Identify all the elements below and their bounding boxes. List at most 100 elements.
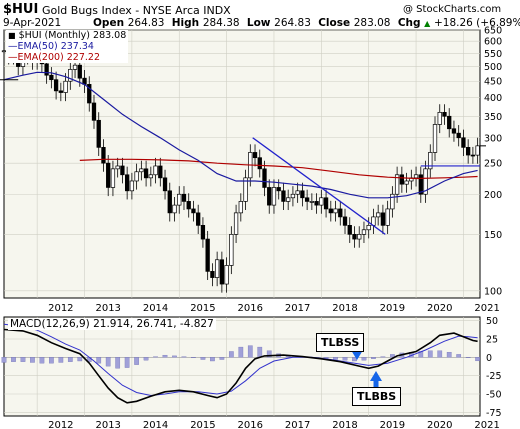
low-label: Low [246,17,271,29]
macd-xtick-label: 2015 [190,420,215,429]
candle-body [186,201,191,210]
macd-histogram-bar [115,357,121,369]
copyright: @ StockCharts.com [403,4,502,15]
candle-body [404,180,409,185]
price-xtick-label: 2013 [95,303,120,314]
macd-histogram-bar [124,357,130,368]
macd-histogram-bar [390,354,395,358]
candle-body [229,233,234,266]
macd-ytick-label: 25 [486,335,498,346]
candle-body [286,197,291,202]
price-xtick-label: 2017 [285,303,310,314]
candle-body [1,50,7,53]
candle-body [72,64,78,70]
legend-price-swatch: ■ [8,31,16,40]
price-xtick-label: 2012 [48,303,73,314]
macd-histogram-bar [465,357,471,358]
candle-body [390,193,395,210]
macd-histogram-bar [181,356,187,358]
candle-body [153,165,158,176]
macd-signal-line [3,323,478,397]
callout-tlbss: TLBSS [316,333,365,352]
open-value: 264.83 [127,17,165,29]
close-value: 283.08 [353,17,391,29]
macd-xtick-label: 2018 [332,420,357,429]
candle-body [139,168,144,173]
price-ytick-label: 250 [484,159,502,170]
macd-xtick-label: 2021 [474,420,499,429]
price-xtick-label: 2020 [427,303,452,314]
legend-ema50: —EMA(50) 237.34 [6,41,129,52]
candle-body [177,193,182,206]
candle-body [148,174,153,179]
close-label: Close [318,17,351,29]
macd-histogram-bar [333,357,338,360]
legend-ema200: —EMA(200) 227.22 [6,52,129,63]
price-xtick-label: 2015 [190,303,215,314]
price-ytick-label: 400 [484,93,502,104]
candle-body [252,152,258,159]
candle-body [376,212,381,218]
candle-body [338,208,343,218]
macd-histogram-bar [371,357,376,359]
macd-histogram-bar [49,357,54,364]
candle-body [475,145,480,156]
macd-ytick-label: -75 [486,408,502,419]
candle-body [162,177,168,192]
candle-body [470,154,476,157]
quote-date: 9-Apr-2021 [3,17,62,29]
candle-body [366,225,371,231]
macd-histogram-bar [266,350,272,358]
macd-histogram-bar [437,350,443,358]
ema50-line [3,71,478,199]
price-xtick-label: 2021 [474,303,499,314]
candle-body [304,197,310,202]
macd-histogram-bar [247,345,253,358]
macd-histogram-bar [238,346,244,358]
macd-histogram-bar [162,354,168,358]
candle-body [219,259,225,285]
macd-histogram-bar [427,350,433,358]
candle-body [172,204,177,214]
candle-body [68,69,73,82]
price-ytick-label: 350 [484,112,502,123]
candle-body [333,208,338,214]
candle-body [399,174,405,185]
macd-ytick-label: -50 [486,390,502,401]
macd-histogram-bar [58,357,64,363]
macd-xtick-label: 2013 [95,420,120,429]
macd-title-text: MACD(12,26,9) 21.914, 26.741, -4.827 [10,318,214,330]
price-xtick-label: 2019 [380,303,405,314]
candle-body [309,201,315,203]
price-ytick-label: 500 [484,62,502,73]
macd-histogram-bar [105,357,111,367]
candle-body [314,201,319,206]
down-arrow-icon [351,350,363,360]
candle-body [300,190,305,199]
macd-histogram-bar [191,357,196,358]
macd-histogram-bar [380,356,386,358]
legend-ema200-swatch: — [8,52,18,63]
macd-histogram-bar [342,357,348,361]
macd-histogram-bar [228,351,234,358]
candle-body [205,238,210,272]
chg-value: +18.26 (+6.89%) [433,17,520,29]
price-xtick-label: 2016 [238,303,263,314]
symbol-title: $HUI [3,2,39,17]
candle-body [158,165,163,179]
macd-ytick-label: 50 [486,316,498,327]
macd-histogram-bar [30,357,35,363]
candle-body [224,265,229,285]
candle-body [352,233,357,240]
macd-panel-bg [3,316,481,417]
candle-body [49,74,54,81]
candle-body [196,212,201,226]
candle-body [167,190,172,214]
macd-histogram-bar [153,356,158,358]
macd-histogram-bar [475,357,480,362]
up-arrow-shaft [373,380,379,387]
price-ytick-label: 600 [484,37,502,48]
callout-tlbbs: TLBBS [352,387,402,406]
